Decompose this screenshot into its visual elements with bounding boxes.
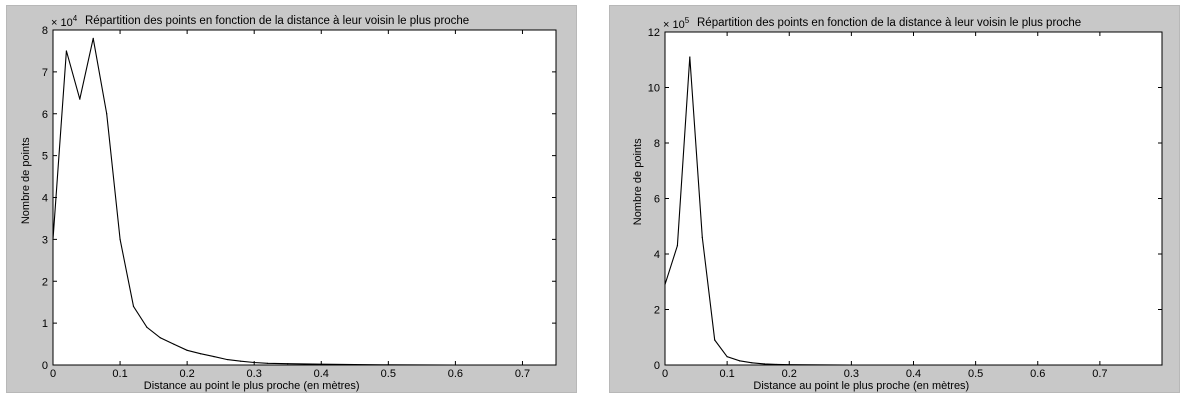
y-tick-label: 4 (654, 249, 660, 261)
data-point (726, 356, 728, 358)
y-multiplier: × 104 (51, 14, 78, 29)
y-tick-label: 2 (42, 276, 48, 288)
y-tick-label: 0 (654, 360, 660, 372)
y-tick-label: 10 (648, 83, 660, 95)
series-line (664, 56, 1162, 366)
data-point (106, 113, 108, 115)
plot-area (52, 29, 557, 366)
data-point (387, 364, 389, 366)
chart-right: 0 0.1 0.2 0.3 0.4 0.5 0.6 0.7 0 2 4 6 8 10 12× 105 Répa… (632, 16, 1163, 392)
x-tick-label: 0 (50, 368, 56, 380)
x-tick-label: 0.6 (1030, 368, 1045, 380)
x-tick-label: 0.2 (782, 368, 797, 380)
data-point (454, 364, 456, 366)
data-point (738, 360, 741, 362)
x-tick-label: 0.3 (247, 368, 262, 380)
data-point (52, 238, 54, 240)
data-point (226, 358, 228, 361)
y-tick-label: 7 (42, 67, 48, 79)
x-tick-label: 0.4 (314, 368, 329, 380)
chart-title: Répartition des points en fonction de la… (697, 17, 1081, 29)
y-tick-label: 6 (42, 109, 48, 121)
x-axis-label: Distance au point le plus proche (en mèt… (144, 380, 360, 392)
y-tick-label: 5 (42, 151, 48, 163)
data-point (92, 37, 94, 39)
data-point (555, 364, 557, 366)
data-point (354, 363, 356, 366)
data-point (253, 361, 255, 364)
data-point (1161, 364, 1163, 366)
data-point (788, 364, 790, 366)
x-tick-label: 0.6 (448, 368, 463, 380)
data-point (850, 364, 852, 366)
data-point (689, 56, 691, 58)
x-tick-label: 0.5 (968, 368, 983, 380)
y-multiplier: × 105 (663, 16, 690, 31)
data-point (213, 356, 215, 358)
x-tick-label: 0.3 (844, 368, 859, 380)
y-tick-label: 12 (648, 27, 660, 39)
y-tick-label: 3 (42, 234, 48, 246)
x-tick-label: 0.7 (1092, 368, 1107, 380)
data-point (79, 98, 81, 100)
data-point (132, 305, 135, 307)
x-tick-label: 0.5 (381, 368, 396, 380)
y-tick-label: 6 (654, 194, 660, 206)
x-tick-label: 0.7 (515, 368, 530, 380)
data-point (173, 343, 175, 345)
data-point (267, 362, 269, 364)
chart-panel-left: 0 0.1 0.2 0.3 0.4 0.5 0.6 0.7 0 1 2 3 4 5 6 7 8 × 104 Répa… (6, 5, 577, 393)
y-tick-label: 4 (42, 193, 48, 205)
y-tick-label: 0 (42, 360, 48, 372)
data-point (701, 236, 703, 238)
y-multiplier-base: × 10 (663, 19, 685, 31)
data-point (119, 238, 121, 240)
y-axis-label: Nombre de points (20, 137, 32, 224)
x-tick-label: 0 (662, 368, 668, 380)
x-tick-label: 0.1 (719, 368, 734, 380)
data-point (186, 349, 188, 351)
y-multiplier-base: × 10 (51, 17, 73, 29)
data-point (664, 283, 666, 286)
data-point (975, 364, 977, 366)
data-point (763, 363, 765, 365)
data-point (714, 339, 716, 341)
data-point (240, 360, 242, 362)
plot-area (664, 31, 1163, 366)
data-point (751, 362, 753, 364)
x-axis-label: Distance au point le plus proche (en mèt… (753, 380, 969, 392)
data-point (199, 353, 202, 355)
data-point (159, 337, 161, 339)
y-multiplier-exponent: 4 (73, 14, 78, 23)
data-point (146, 326, 148, 328)
data-point (776, 363, 778, 366)
x-tick-label: 0.1 (112, 368, 127, 380)
chart-title: Répartition des points en fonction de la… (85, 15, 469, 27)
data-point (320, 363, 322, 365)
y-tick-label: 8 (654, 138, 660, 150)
y-tick-label: 8 (42, 25, 48, 37)
x-tick-label: 0.2 (179, 368, 194, 380)
data-point (676, 245, 679, 247)
chart-panel-right: 0 0.1 0.2 0.3 0.4 0.5 0.6 0.7 0 2 4 6 8 10 12 × 105 Répa… (609, 5, 1180, 393)
y-multiplier-exponent: 5 (685, 16, 690, 25)
data-point (65, 50, 68, 52)
y-axis-label: Nombre de points (632, 138, 644, 225)
x-tick-label: 0.4 (906, 368, 921, 380)
y-tick-label: 1 (42, 318, 48, 330)
data-point (287, 363, 289, 365)
y-tick-label: 2 (654, 305, 660, 317)
